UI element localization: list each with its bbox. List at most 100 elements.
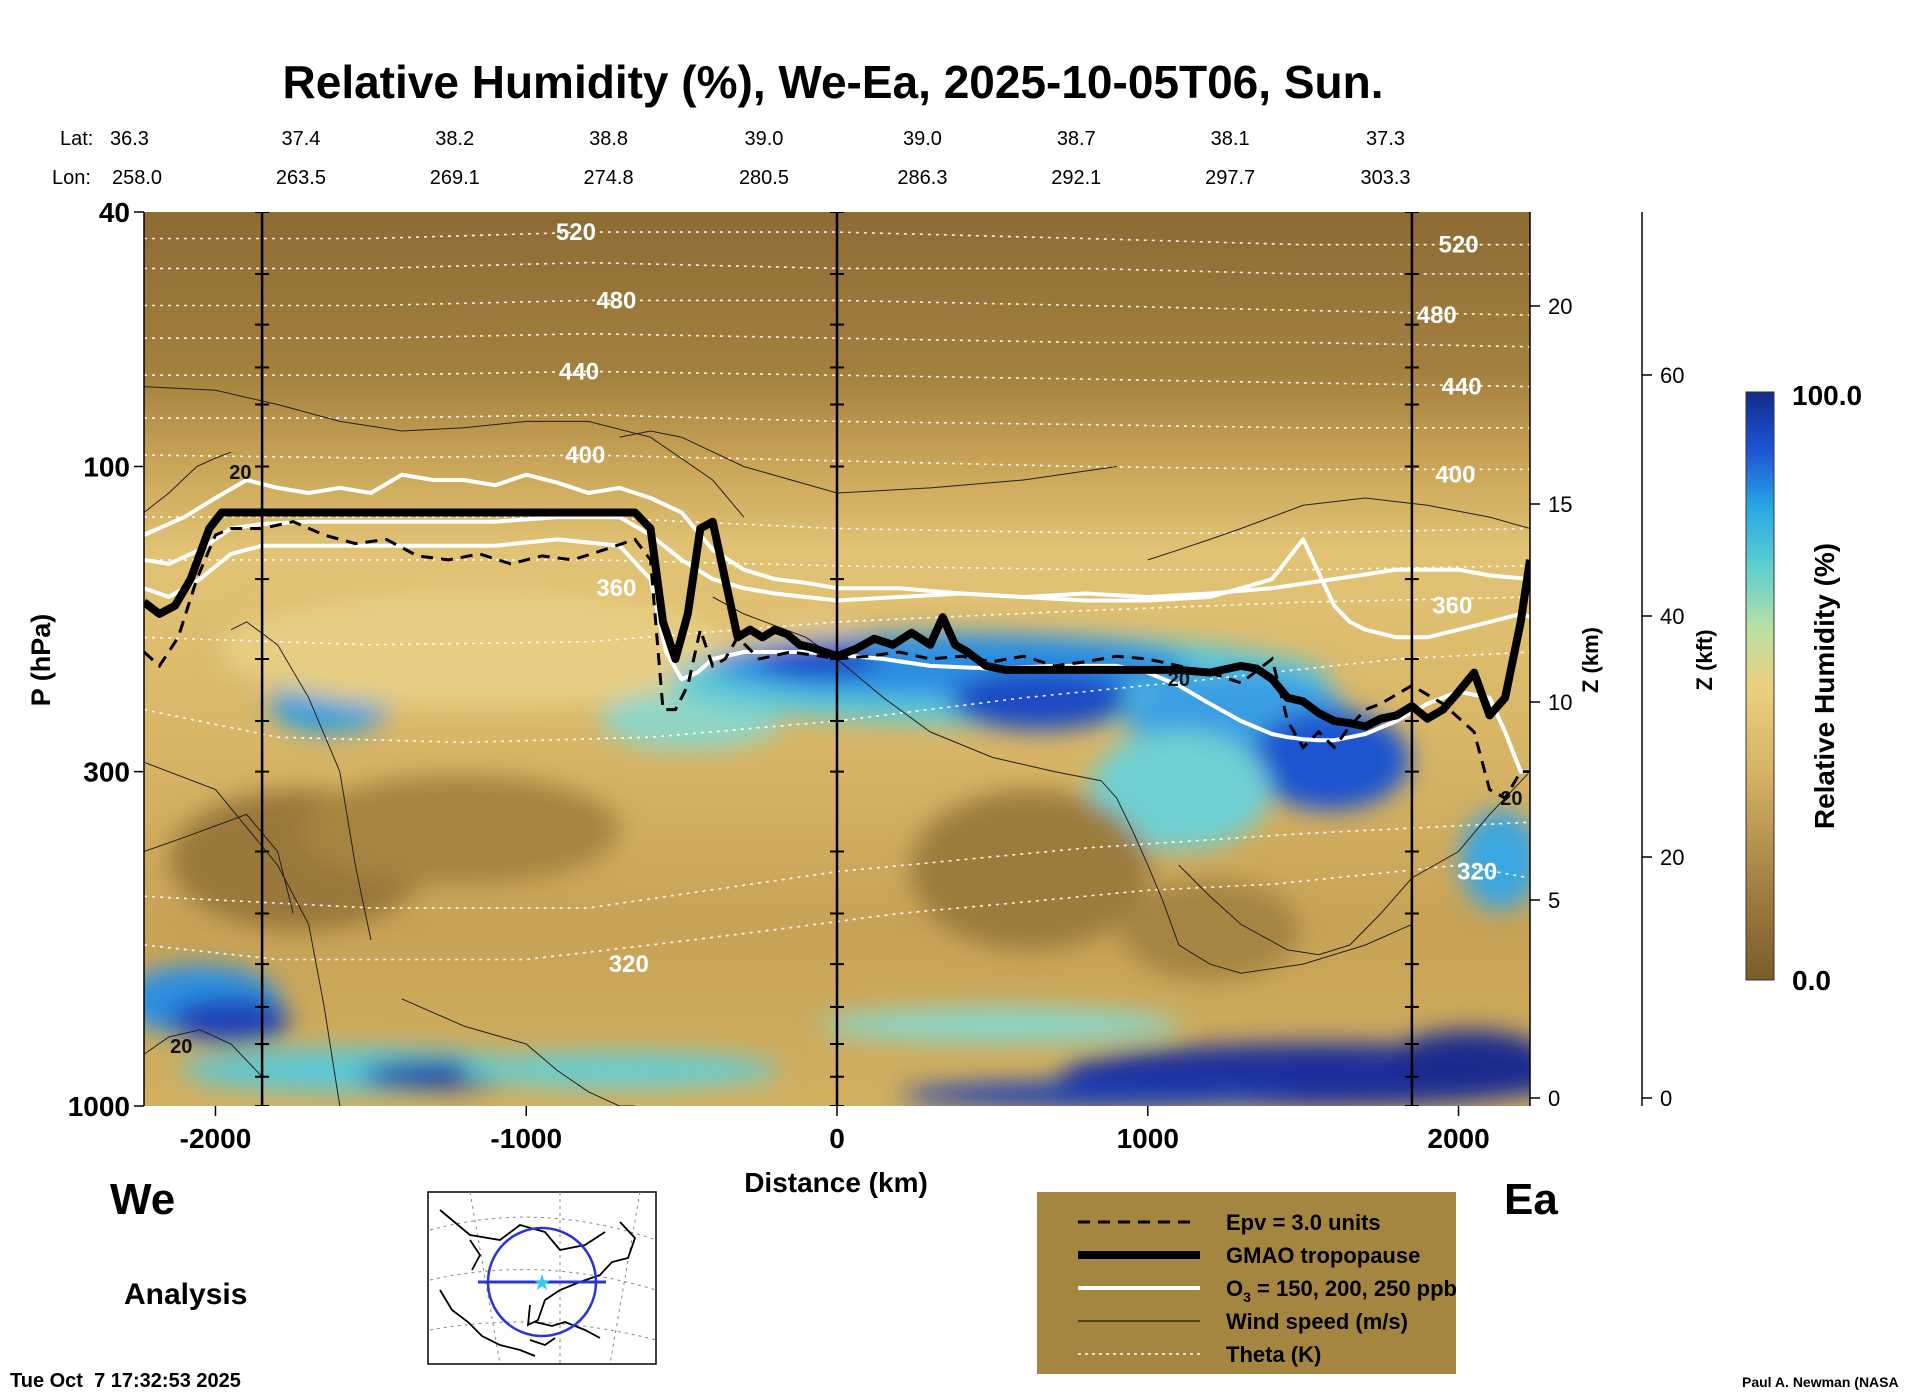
theta-label-9: 400 xyxy=(1435,462,1475,489)
z-km-tick-label-4: 0 xyxy=(1548,1086,1560,1111)
z-km-tick-label-1: 15 xyxy=(1548,492,1572,517)
theta-label-2: 440 xyxy=(559,358,599,385)
lat-value-4: 39.0 xyxy=(745,128,784,150)
wind-contour-4 xyxy=(144,813,294,914)
analysis-label: Analysis xyxy=(124,1278,247,1311)
inset-map-star-icon: ★ xyxy=(532,1271,552,1296)
wet-blob xyxy=(1250,710,1410,810)
lon-value-0: 258.0 xyxy=(112,167,162,189)
z-kft-tick-label-1: 40 xyxy=(1660,604,1684,629)
legend-trop-label: GMAO tropopause xyxy=(1226,1243,1420,1268)
theta-line-480 xyxy=(144,299,1530,316)
theta-line-520 xyxy=(144,231,1530,246)
z-km-tick-label-2: 10 xyxy=(1548,690,1572,715)
lat-value-0: 36.3 xyxy=(110,128,149,150)
z-kft-ticks: 60 40 20 0 xyxy=(1642,363,1684,1111)
legend-o3-prefix: O xyxy=(1226,1276,1243,1301)
z-km-axis-label: Z (km) xyxy=(1578,627,1603,693)
lon-value-2: 269.1 xyxy=(430,167,480,189)
theta-line-460 xyxy=(144,332,1530,348)
colorbar-max-label: 100.0 xyxy=(1792,380,1862,411)
theta-label-11: 320 xyxy=(1457,859,1497,886)
wind-contour-0 xyxy=(144,386,745,518)
theta-label-5: 320 xyxy=(609,951,649,978)
lat-label: Lat: xyxy=(60,128,93,150)
author-credit: Paul A. Newman (NASA xyxy=(1742,1374,1899,1390)
lon-value-6: 292.1 xyxy=(1051,167,1101,189)
wind-speed-contours xyxy=(144,386,1530,1106)
theta-line-500 xyxy=(144,261,1530,275)
wind-contour-1 xyxy=(144,451,232,513)
wind-labels: 20 20 20 20 xyxy=(170,462,1522,1058)
wind-label-3: 20 xyxy=(1500,788,1522,810)
lon-label: Lon: xyxy=(52,167,91,189)
theta-line-380 xyxy=(144,516,1530,534)
dry-blob xyxy=(910,790,1150,950)
humidity-field: 520 480 440 400 360 320 520 480 440 400 360 320 20 2… xyxy=(144,212,1530,1106)
legend-o3-label: O3 = 150, 200, 250 ppb xyxy=(1226,1276,1457,1305)
lat-value-1: 37.4 xyxy=(281,128,320,150)
wet-blob xyxy=(950,670,1130,730)
theta-label-7: 480 xyxy=(1417,302,1457,329)
theta-label-3: 400 xyxy=(565,442,605,469)
lat-value-6: 38.7 xyxy=(1057,128,1096,150)
lat-value-7: 38.1 xyxy=(1211,128,1250,150)
ozone-curve-2 xyxy=(144,472,1530,599)
z-kft-tick-label-2: 20 xyxy=(1660,845,1684,870)
moist-blob-low xyxy=(460,1052,780,1088)
wet-blob-low xyxy=(170,998,290,1042)
x-tick-label-4: 2000 xyxy=(1427,1123,1489,1154)
x-tick-label-0: -2000 xyxy=(180,1123,252,1154)
inset-map: ★ xyxy=(427,1191,657,1365)
lat-value-3: 38.8 xyxy=(589,128,628,150)
p-tick-label-1: 100 xyxy=(83,451,130,482)
legend-epv-label: Epv = 3.0 units xyxy=(1226,1210,1381,1235)
chart-title: Relative Humidity (%), We-Ea, 2025-10-05… xyxy=(283,56,1384,108)
theta-line-360 xyxy=(144,559,1530,571)
dry-blob xyxy=(1120,880,1300,980)
wind-label-0: 20 xyxy=(229,462,251,484)
wind-contour-8 xyxy=(1147,497,1530,561)
ozone-curves xyxy=(144,472,1530,774)
theta-line-320 xyxy=(144,864,1530,961)
theta-label-10: 360 xyxy=(1432,593,1472,620)
p-tick-label-3: 1000 xyxy=(68,1091,130,1122)
east-label: Ea xyxy=(1504,1175,1558,1224)
lon-value-4: 280.5 xyxy=(739,167,789,189)
y-axis-label: P (hPa) xyxy=(26,614,56,707)
ozone-curve-1 xyxy=(144,515,1530,640)
lat-value-2: 38.2 xyxy=(435,128,474,150)
mid-blob xyxy=(220,590,740,710)
colorbar-gradient xyxy=(1745,391,1775,981)
colorbar-min-label: 0.0 xyxy=(1792,965,1831,996)
legend-o3-rest: = 150, 200, 250 ppb xyxy=(1251,1276,1457,1301)
legend-o3-subscript: 3 xyxy=(1243,1289,1251,1305)
wind-contour-9 xyxy=(619,430,1117,494)
x-tick-label-2: 0 xyxy=(829,1123,845,1154)
z-kft-axis-label: Z (kft) xyxy=(1692,629,1717,690)
theta-label-4: 360 xyxy=(596,575,636,602)
theta-label-8: 440 xyxy=(1442,374,1482,401)
colorbar-title: Relative Humidity (%) xyxy=(1809,543,1840,829)
theta-label-6: 520 xyxy=(1439,232,1479,259)
wind-contour-2 xyxy=(230,621,372,941)
theta-line-350 xyxy=(144,596,1530,646)
lat-value-8: 37.3 xyxy=(1366,128,1405,150)
saturated-blob-low xyxy=(1390,1030,1530,1090)
theta-label-1: 480 xyxy=(596,287,636,314)
ozone-curve-0 xyxy=(144,537,1530,774)
theta-line-400 xyxy=(144,454,1530,471)
z-km-tick-label-0: 20 xyxy=(1548,294,1572,319)
tropopause-curve xyxy=(144,508,1530,731)
pressure-ticks: 40 100 300 1000 xyxy=(68,197,144,1122)
legend-theta-label: Theta (K) xyxy=(1226,1342,1321,1367)
z-kft-tick-label-0: 60 xyxy=(1660,363,1684,388)
legend-wind-label: Wind speed (m/s) xyxy=(1226,1309,1408,1334)
legend: Epv = 3.0 units GMAO tropopause O3 = 150… xyxy=(1037,1192,1457,1374)
lon-value-7: 297.7 xyxy=(1205,167,1255,189)
x-ticks: -2000 -1000 0 1000 2000 xyxy=(180,1106,1490,1154)
theta-label-0: 520 xyxy=(556,219,596,246)
lon-value-1: 263.5 xyxy=(276,167,326,189)
